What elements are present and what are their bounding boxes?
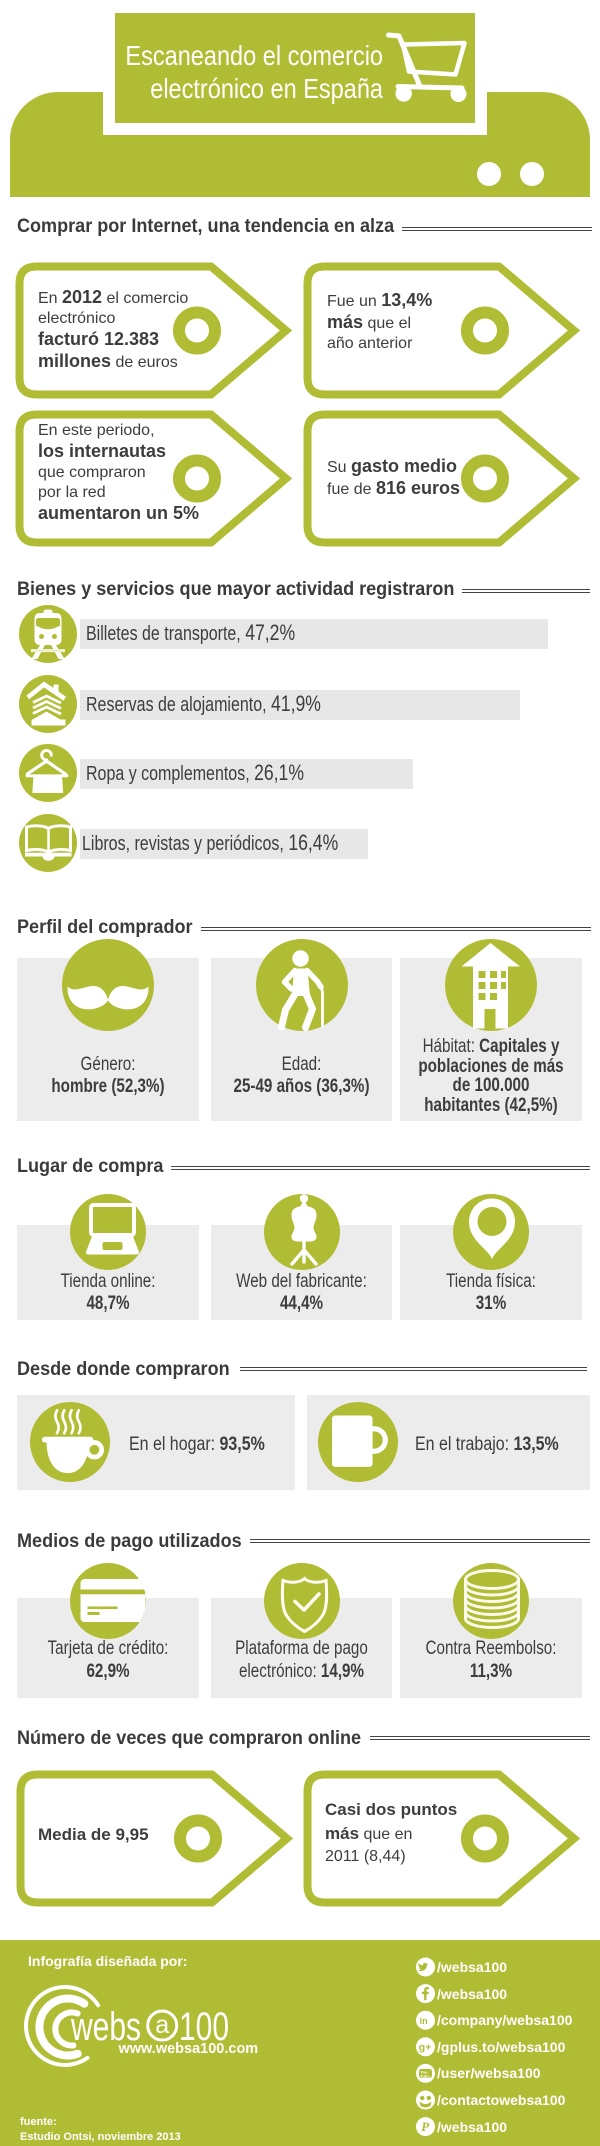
svg-text:webs: webs [70,2005,141,2049]
svg-text:a: a [155,2011,169,2039]
svg-text:Tube: Tube [420,2073,430,2078]
svg-text:P: P [421,2119,430,2134]
svg-text:You: You [420,2069,428,2074]
svg-text:www.websa100.com: www.websa100.com [118,2041,259,2057]
svg-text:g+: g+ [419,2042,432,2054]
svg-text:in: in [420,2016,428,2026]
svg-text:100: 100 [179,2005,229,2049]
